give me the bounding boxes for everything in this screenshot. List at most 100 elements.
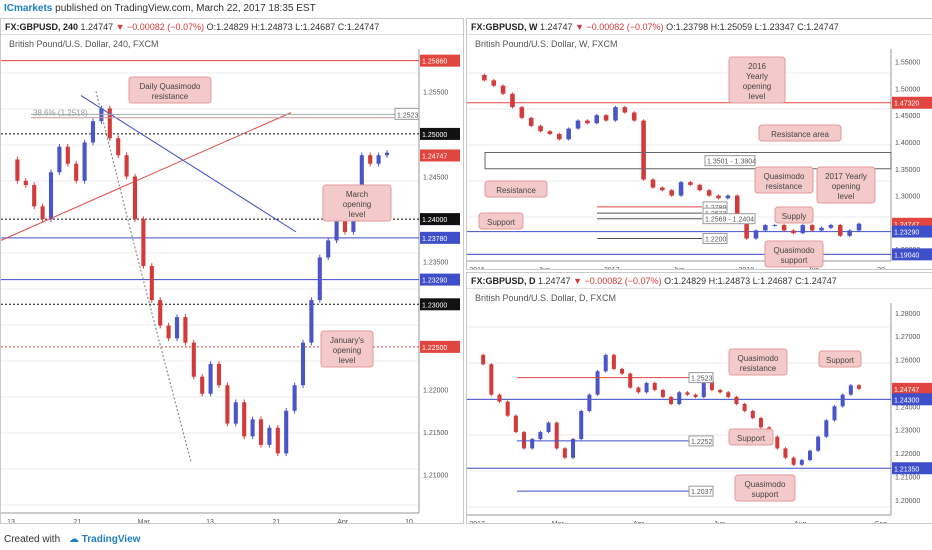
publisher-name[interactable]: ICmarkets	[4, 3, 53, 14]
callout-2016-yearly-box	[728, 56, 786, 104]
level-price-label: 1.21350	[894, 466, 919, 473]
x-tick-label: Sep	[875, 521, 888, 523]
candle-body	[807, 450, 812, 461]
candle-body	[513, 415, 518, 433]
publish-header: ICmarkets published on TradingView.com, …	[0, 0, 932, 18]
callout-quasimodo-support-text: support	[781, 256, 808, 265]
callout-daily-qm-resistance-box	[128, 76, 212, 104]
candle-body	[678, 182, 684, 196]
callout-2016-yearly-text: level	[749, 92, 766, 101]
y-tick-label: 1.26000	[895, 358, 920, 365]
candle-body	[519, 107, 525, 118]
chart-canvas-daily[interactable]: British Pound/U.S. Dollar, D, FXCM 1.280…	[467, 289, 932, 523]
callout-quasimodo-support-box	[764, 240, 824, 268]
x-tick-label: 2016	[469, 267, 485, 269]
level-price-tag	[420, 231, 460, 244]
candle-body	[32, 185, 37, 207]
chart-panel-daily[interactable]: FX:GBPUSD, D 1.24747 ▼ −0.00082 (−0.07%)…	[466, 272, 932, 524]
callout-resistance-area: Resistance area	[758, 124, 842, 142]
level-price-tag	[420, 54, 460, 67]
candle-body	[481, 354, 486, 365]
candle-body	[742, 403, 747, 411]
x-tick-label: Aug	[794, 521, 807, 523]
zone-price-box	[704, 155, 756, 167]
candle-body	[620, 368, 625, 374]
candle-body	[23, 180, 28, 186]
candle-body	[116, 138, 121, 156]
panel-header-daily: FX:GBPUSD, D 1.24747 ▼ −0.00082 (−0.07%)…	[467, 273, 932, 289]
candle-body	[718, 389, 723, 393]
x-tick-label: Mar	[552, 521, 565, 523]
level-price-label: 1.24747	[422, 153, 447, 160]
callout-2017-yearly-text: 2017 Yearly	[825, 172, 867, 181]
callout-resistance-area-text: Resistance area	[771, 130, 829, 139]
callout-support: Support	[478, 212, 524, 230]
x-tick-label: Mar	[138, 519, 151, 523]
candle-body	[734, 396, 739, 404]
callout-supply: Supply	[774, 206, 814, 224]
candle-body	[636, 387, 641, 393]
candle-body	[595, 371, 600, 395]
chart-panel-weekly[interactable]: FX:GBPUSD, W 1.24747 ▼ −0.00082 (−0.07%)…	[466, 18, 932, 270]
candle-body	[489, 364, 494, 395]
y-tick-label: 1.55000	[895, 60, 920, 67]
y-tick-label: 1.23500	[423, 260, 448, 267]
last-price: 1.24747	[80, 22, 114, 32]
level-price-label: 1.24747	[894, 387, 919, 394]
candle-body	[74, 163, 79, 181]
level-price-tag	[420, 127, 460, 140]
candle-body	[250, 419, 255, 437]
y-tick-label: 1.21000	[423, 473, 448, 480]
callout-march-opening-text: level	[349, 210, 366, 219]
candle-body	[491, 80, 497, 86]
chart-subtitle: British Pound/U.S. Dollar, D, FXCM	[475, 293, 616, 303]
candle-body	[242, 402, 247, 437]
candle-body	[832, 406, 837, 421]
candle-body	[557, 133, 562, 140]
candle-body	[725, 195, 731, 199]
candle-body	[800, 225, 806, 234]
chart-panel-240[interactable]: FX:GBPUSD, 240 1.24747 ▼ −0.00082 (−0.07…	[0, 18, 464, 524]
candle-body	[628, 373, 633, 388]
footer-bar: Created with ☁ TradingView	[0, 530, 932, 550]
x-tick-label: 2018	[739, 267, 755, 269]
candle-body	[603, 115, 609, 121]
candle-body	[571, 439, 576, 458]
callout-2016-yearly-text: 2016	[748, 62, 766, 71]
candle-body	[650, 179, 656, 188]
y-tick-label: 1.35000	[895, 167, 920, 174]
level-price-tag	[420, 298, 460, 311]
projection-curve	[95, 91, 192, 463]
candle-body	[716, 195, 721, 199]
candle-body	[166, 325, 171, 339]
callout-2017-yearly-box	[816, 166, 876, 204]
candle-body	[82, 142, 87, 181]
chart-canvas-240[interactable]: British Pound/U.S. Dollar, 240, FXCM 1.2…	[1, 35, 463, 523]
candle-body	[848, 385, 853, 395]
candle-body	[497, 394, 502, 402]
callout-quasimodo-support-text: Quasimodo	[745, 480, 786, 489]
candle-body	[326, 240, 331, 258]
x-tick-label: 20	[877, 267, 885, 269]
zone-price-label: 1.3501 - 1.3804	[707, 159, 756, 166]
panel-header-weekly: FX:GBPUSD, W 1.24747 ▼ −0.00082 (−0.07%)…	[467, 19, 932, 35]
callout-march-opening-text: opening	[343, 200, 371, 209]
tradingview-logo[interactable]: TradingView	[81, 534, 141, 545]
candle-body	[200, 376, 205, 394]
candle-body	[693, 394, 698, 397]
chart-canvas-weekly[interactable]: British Pound/U.S. Dollar, W, FXCM 1.550…	[467, 35, 932, 269]
candle-body	[546, 422, 551, 433]
level-price-label: 1.25000	[422, 132, 447, 139]
callout-supply-box	[774, 206, 814, 224]
candle-body	[775, 436, 780, 449]
level-price-label: 1.24000	[422, 217, 447, 224]
callout-quasimodo-resistance-text: resistance	[740, 364, 777, 373]
callout-quasimodo-resistance-text: Quasimodo	[738, 354, 779, 363]
candle-body	[585, 120, 590, 124]
callout-2016-yearly-text: Yearly	[746, 72, 768, 81]
x-tick-label: 21	[272, 519, 280, 523]
level-price-tag	[892, 96, 932, 109]
